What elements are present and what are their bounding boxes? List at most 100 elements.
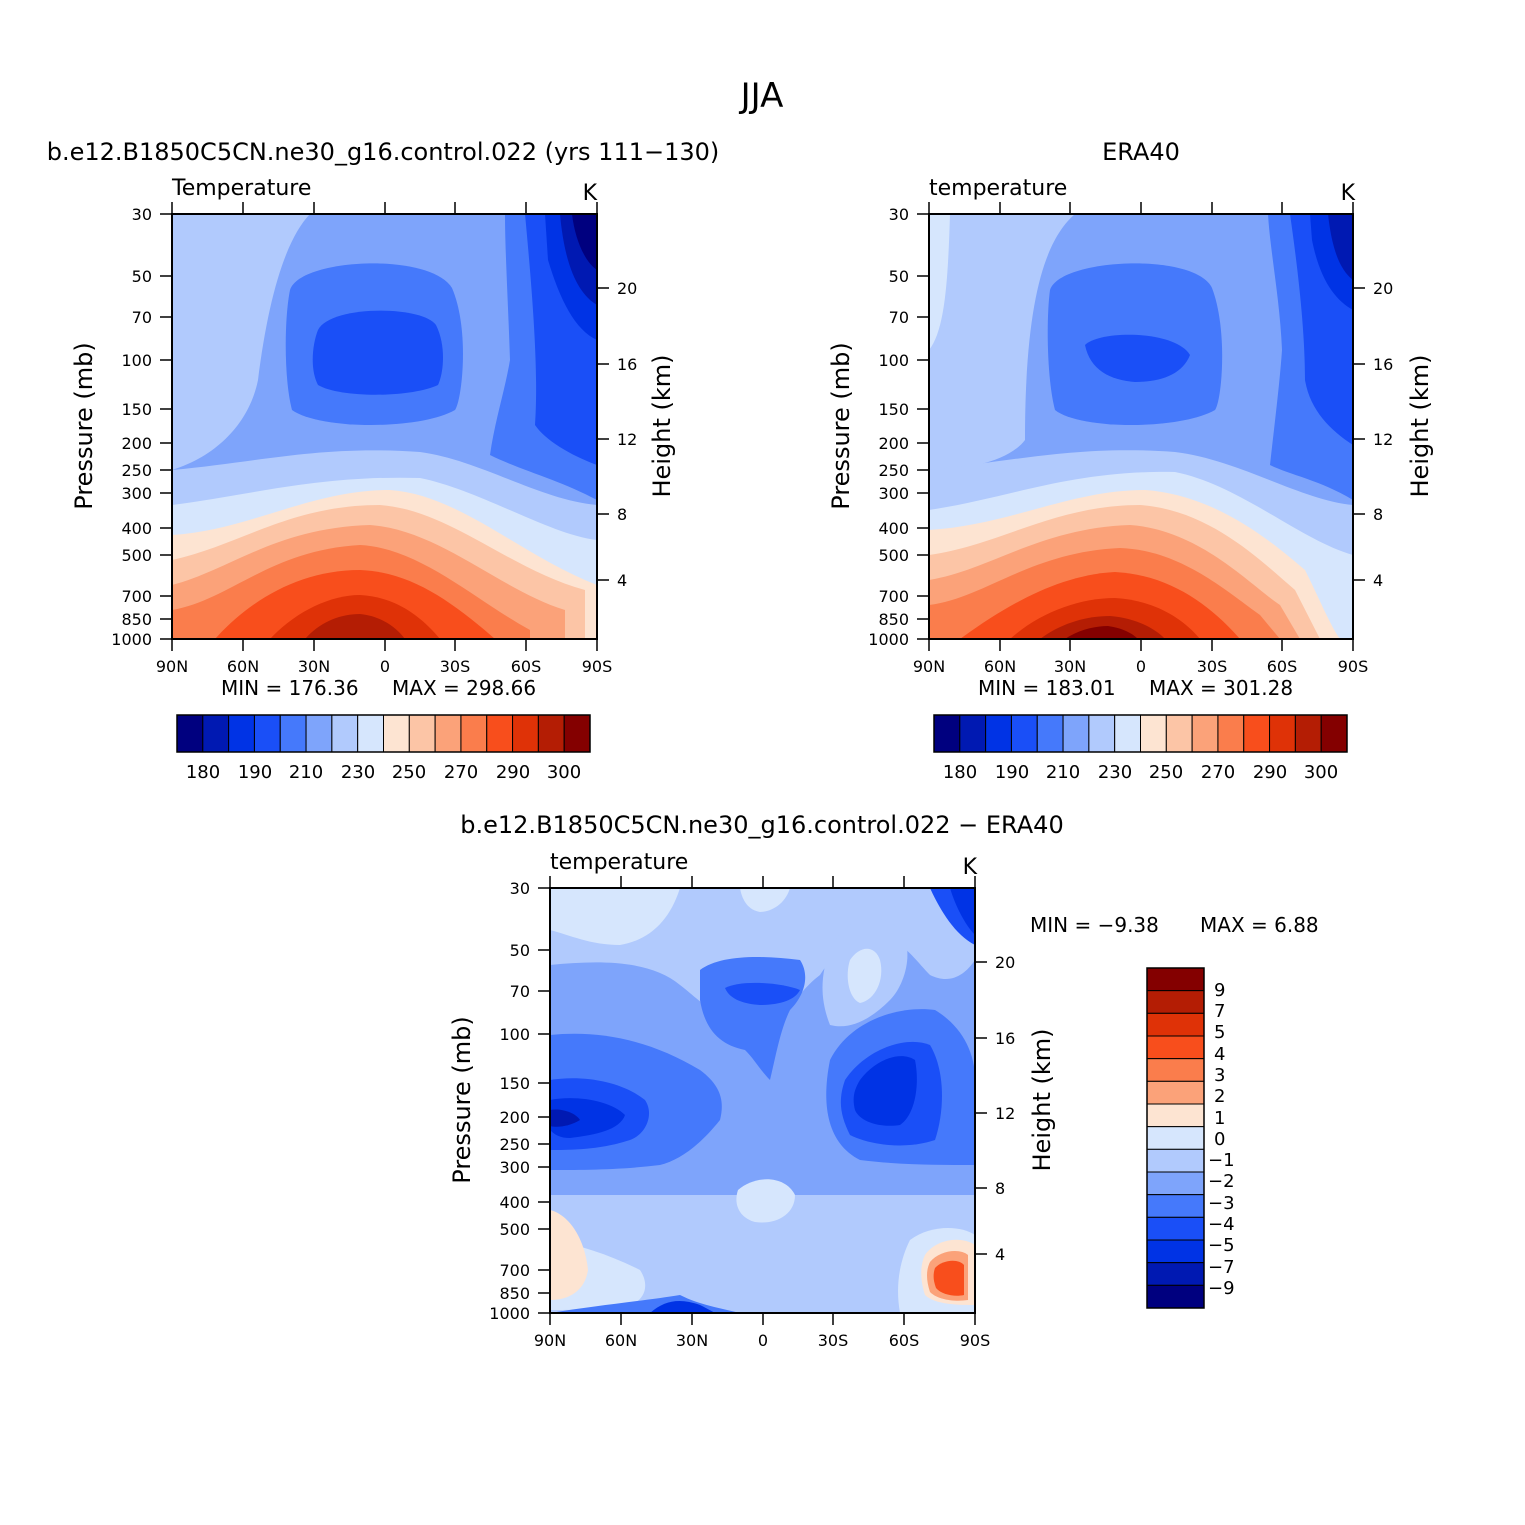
colorbar-label: 210 xyxy=(1046,762,1080,783)
y-tick-label: 500 xyxy=(878,546,909,565)
contour-fill-230 xyxy=(929,214,1075,470)
y-tick-label: 1000 xyxy=(489,1304,530,1323)
panel-obs-contours xyxy=(929,214,1353,639)
y-tick-label: 300 xyxy=(878,484,909,503)
x-tick-label: 30N xyxy=(1054,657,1086,676)
y-tick-label: 70 xyxy=(510,982,530,1001)
colorbar-label: 4 xyxy=(1214,1044,1225,1065)
panel-obs-subtitle: ERA40 xyxy=(1102,138,1180,166)
y2-tick-label: 20 xyxy=(995,953,1015,972)
y2-tick-label: 20 xyxy=(617,279,637,298)
colorbar-label: 300 xyxy=(547,762,581,783)
panel-diff-contours xyxy=(550,888,975,1313)
colorbar-swatch xyxy=(933,714,961,753)
y2-tick-label: 4 xyxy=(1373,571,1383,590)
panel-diff-colorbar-labels: 9 7 5 4 3 2 1 0 −1 −2 −3 −4 −5 −7 −9 xyxy=(1208,980,1235,1299)
panel-obs-y-tick-marks xyxy=(917,213,929,640)
contour-fill-minus7-left xyxy=(550,1098,625,1138)
colorbar-swatch xyxy=(512,714,539,753)
contour-fill-230 xyxy=(172,214,310,470)
colorbar-swatch xyxy=(1146,1035,1205,1060)
colorbar-swatch xyxy=(1146,1239,1205,1264)
y-tick-label: 700 xyxy=(878,587,909,606)
colorbar-swatch xyxy=(1243,714,1271,753)
contour-fill-200-tropical xyxy=(1085,334,1190,382)
x-tick-label: 30N xyxy=(298,657,330,676)
colorbar-swatch xyxy=(383,714,410,753)
y-tick-label: 30 xyxy=(132,205,152,224)
colorbar-label: 190 xyxy=(995,762,1029,783)
contour-fill-minus0-mid xyxy=(736,1179,795,1223)
contour-fill-minus7-right xyxy=(853,1056,917,1126)
panel-model-y2-axis-title: Height (km) xyxy=(648,355,676,498)
colorbar-swatch xyxy=(563,714,591,753)
y-tick-label: 1000 xyxy=(111,630,152,649)
x-tick-label: 30S xyxy=(440,657,471,676)
panel-obs-colorbar xyxy=(933,714,1348,753)
y2-tick-label: 16 xyxy=(617,355,637,374)
colorbar-swatch xyxy=(1146,990,1205,1014)
panel-diff-colorbar xyxy=(1146,967,1205,1309)
colorbar-swatch xyxy=(460,714,488,753)
colorbar-label: 230 xyxy=(1098,762,1132,783)
y-tick-label: 150 xyxy=(121,400,152,419)
x-tick-label: 30S xyxy=(818,1331,849,1350)
y-tick-label: 200 xyxy=(878,434,909,453)
colorbar-label: −2 xyxy=(1208,1171,1235,1192)
colorbar-label: 230 xyxy=(341,762,375,783)
colorbar-swatch xyxy=(434,714,462,753)
colorbar-swatch xyxy=(486,714,514,753)
x-tick-label: 90S xyxy=(960,1331,991,1350)
panel-diff-units-label: K xyxy=(963,855,978,880)
contour-fill-minus7-antarctic xyxy=(950,888,975,935)
contour-fill-minus0-top xyxy=(740,888,790,912)
panel-model-x-tick-labels: 90N 60N 30N 0 30S 60S 90S xyxy=(156,657,612,676)
colorbar-label: −9 xyxy=(1208,1278,1235,1299)
x-tick-label: 30N xyxy=(676,1331,708,1350)
x-tick-label: 90N xyxy=(913,657,945,676)
y-tick-label: 50 xyxy=(889,267,909,286)
y2-tick-label: 12 xyxy=(1373,430,1393,449)
panel-model-colorbar-labels: 180 190 210 230 250 270 290 300 xyxy=(186,762,581,783)
contour-fill-minus5-center xyxy=(725,982,800,1005)
y-tick-label: 1000 xyxy=(868,630,909,649)
colorbar-swatch xyxy=(357,714,384,753)
colorbar-label: 210 xyxy=(289,762,323,783)
panel-diff-min-label: MIN = −9.38 xyxy=(1030,913,1159,937)
y-tick-label: 50 xyxy=(132,267,152,286)
panel-diff-y-axis-title: Pressure (mb) xyxy=(448,1016,476,1183)
x-tick-label: 60N xyxy=(605,1331,637,1350)
panel-model-contours xyxy=(172,214,597,639)
panel-obs-units-label: K xyxy=(1341,181,1356,206)
colorbar-swatch xyxy=(1088,714,1116,753)
panel-diff: b.e12.B1850C5CN.ne30_g16.control.022 − E… xyxy=(448,811,1319,1350)
panel-model-max-label: MAX = 298.66 xyxy=(392,676,536,700)
x-tick-label: 90S xyxy=(582,657,613,676)
colorbar-swatch xyxy=(1191,714,1219,753)
panel-model-subtitle: b.e12.B1850C5CN.ne30_g16.control.022 (yr… xyxy=(47,138,720,166)
colorbar-label: −5 xyxy=(1208,1235,1235,1256)
colorbar-label: 180 xyxy=(943,762,977,783)
x-tick-label: 0 xyxy=(758,1331,768,1350)
y2-tick-label: 12 xyxy=(995,1104,1015,1123)
colorbar-swatch xyxy=(1320,714,1348,753)
colorbar-swatch xyxy=(985,714,1012,753)
colorbar-label: 190 xyxy=(238,762,272,783)
x-tick-label: 0 xyxy=(380,657,390,676)
panel-obs: ERA40 temperature K xyxy=(827,138,1434,783)
y-tick-label: 700 xyxy=(121,587,152,606)
y-tick-label: 850 xyxy=(878,610,909,629)
x-tick-label: 60S xyxy=(511,657,542,676)
y-tick-label: 300 xyxy=(499,1158,530,1177)
colorbar-swatch xyxy=(1146,1262,1205,1286)
panel-obs-min-label: MIN = 183.01 xyxy=(978,676,1116,700)
y-tick-label: 30 xyxy=(510,879,530,898)
panel-model-y2-tick-marks xyxy=(597,287,609,581)
y-tick-label: 300 xyxy=(121,484,152,503)
colorbar-swatch xyxy=(253,714,281,753)
colorbar-frame xyxy=(1146,967,1205,1309)
contour-fill-298 xyxy=(305,614,405,639)
contour-fill-185-antarctic xyxy=(1328,214,1353,280)
contour-fill-200-tropical xyxy=(312,310,443,395)
